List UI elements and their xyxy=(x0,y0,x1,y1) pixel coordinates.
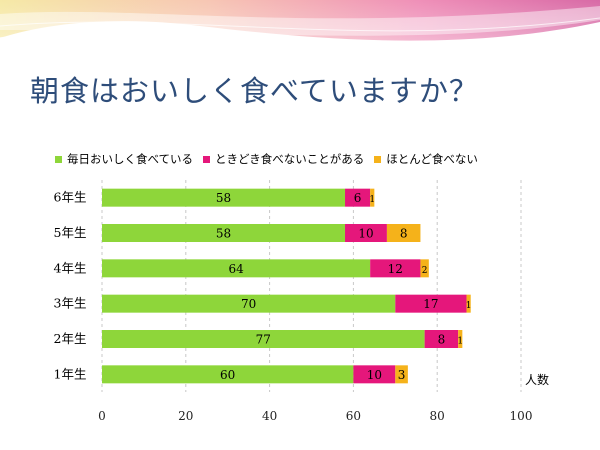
legend-item-series-2: ときどき食べないことがある xyxy=(203,151,364,167)
legend-swatch-orange xyxy=(374,155,382,163)
bar-segment xyxy=(102,224,346,242)
x-tick-label: 20 xyxy=(178,409,193,423)
bar-segment xyxy=(345,188,371,207)
data-label: 77 xyxy=(256,333,271,347)
bar-segment xyxy=(424,330,459,348)
data-label: 6 xyxy=(354,191,362,205)
bar-segment xyxy=(102,188,346,207)
bars xyxy=(102,188,471,384)
data-label: 58 xyxy=(216,227,231,241)
data-label: 64 xyxy=(228,262,244,276)
legend-swatch-green xyxy=(55,155,62,163)
x-axis-label: 人数 xyxy=(525,372,549,387)
data-label: 10 xyxy=(367,368,382,382)
data-label: 8 xyxy=(400,227,408,241)
x-tick-label: 40 xyxy=(262,409,277,423)
legend-swatch-magenta xyxy=(203,155,211,163)
bar-segment xyxy=(102,365,354,384)
legend-label: ときどき食べないことがある xyxy=(215,152,365,166)
legend-item-series-3: ほとんど食べない xyxy=(374,151,478,167)
category-label: 3年生 xyxy=(54,296,87,311)
legend-label: ほとんど食べない xyxy=(386,152,478,166)
data-label: 8 xyxy=(438,333,446,347)
data-label: 58 xyxy=(216,191,231,205)
data-label: 10 xyxy=(358,227,373,241)
category-label: 1年生 xyxy=(54,366,87,381)
legend-item-series-1: 毎日おいしく食べている xyxy=(55,151,193,167)
data-label: 2 xyxy=(422,266,428,276)
bar-segment xyxy=(102,259,371,278)
bar-segment xyxy=(370,259,421,278)
data-label: 3 xyxy=(398,368,406,382)
decorative-banner xyxy=(0,0,600,70)
data-label: 17 xyxy=(423,297,438,311)
bar-segment xyxy=(102,330,425,348)
x-tick-label: 100 xyxy=(510,409,533,423)
bar-segment xyxy=(102,294,396,313)
data-label: 70 xyxy=(241,297,256,311)
category-label: 2年生 xyxy=(54,331,87,346)
bar-segment xyxy=(458,330,463,348)
data-label: 1 xyxy=(466,301,472,311)
bar-segment xyxy=(395,365,408,384)
x-tick-label: 60 xyxy=(346,409,361,423)
bar-segment xyxy=(386,224,421,242)
category-label: 5年生 xyxy=(54,225,87,240)
bar-segment xyxy=(420,259,429,278)
bar-segment xyxy=(370,188,375,207)
category-label: 4年生 xyxy=(54,260,87,275)
data-label: 12 xyxy=(388,262,403,276)
bar-segment xyxy=(395,294,467,313)
category-label: 6年生 xyxy=(54,190,87,205)
x-tick-label: 80 xyxy=(430,409,445,423)
grid-lines xyxy=(101,180,522,392)
data-label: 1 xyxy=(369,195,375,205)
slide-title: 朝食はおいしく食べていますか？ xyxy=(30,74,479,108)
bar-segment xyxy=(345,224,387,242)
legend-label: 毎日おいしく食べている xyxy=(67,152,194,166)
data-label: 1 xyxy=(457,337,463,347)
chart-legend: 毎日おいしく食べている ときどき食べないことがある ほとんど食べない xyxy=(55,150,488,168)
bar-segment xyxy=(466,294,471,313)
x-tick-label: 0 xyxy=(98,409,106,423)
data-label: 60 xyxy=(220,368,235,382)
bar-segment xyxy=(353,365,396,384)
